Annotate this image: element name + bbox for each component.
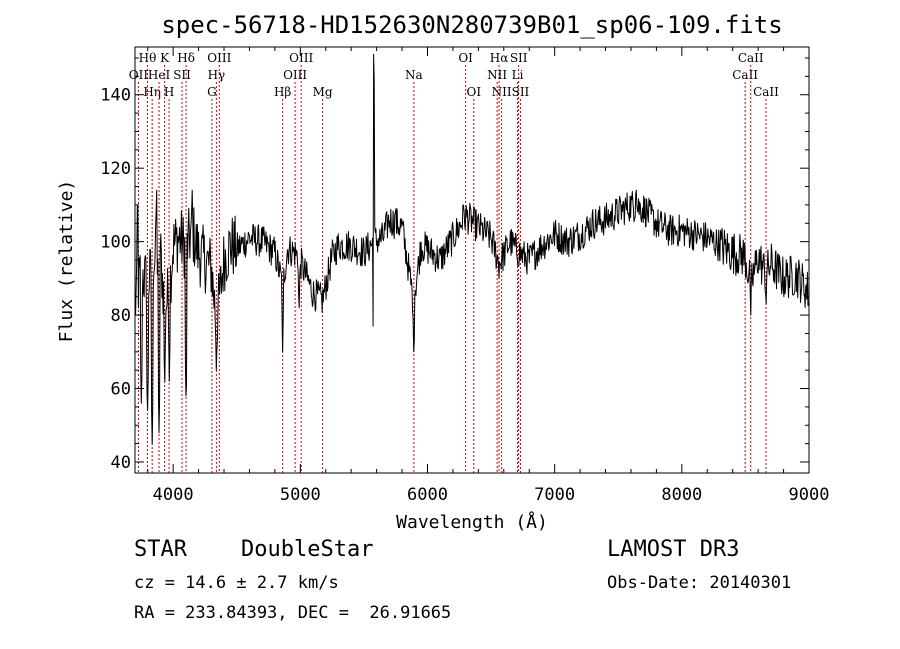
line-marker-label: Hα xyxy=(490,51,509,65)
obs-date: Obs-Date: 20140301 xyxy=(607,573,792,593)
line-marker-label: K xyxy=(160,51,170,65)
line-marker-label: OIII xyxy=(283,68,307,82)
line-marker-layer: Hθ OII Hη K HeI H SII Hδ OIII Hγ G Hβ OIII OIII Mg Na OI… xyxy=(129,51,779,473)
y-tick-label: 80 xyxy=(111,306,131,326)
spectrum-line xyxy=(134,53,810,445)
chart-title: spec-56718-HD152630N280739B01_sp06-109.f… xyxy=(161,11,782,39)
line-marker-label: NII xyxy=(487,68,507,82)
line-marker-label: NII xyxy=(492,85,512,99)
line-marker-label: CaII xyxy=(738,51,764,65)
x-tick-label: 5000 xyxy=(280,485,321,505)
line-marker-label: SII xyxy=(512,85,530,99)
x-tick-label: 7000 xyxy=(534,485,575,505)
line-marker-label: SII xyxy=(510,51,528,65)
line-marker-label: OIII xyxy=(289,51,313,65)
line-marker-label: H xyxy=(164,85,174,99)
line-marker-label: Li xyxy=(512,68,524,82)
line-marker-label: G xyxy=(207,85,217,99)
line-marker-label: Hη xyxy=(143,85,161,99)
line-marker-label: Hβ xyxy=(274,85,291,99)
line-marker-label: OIII xyxy=(207,51,231,65)
x-tick-label: 8000 xyxy=(661,485,702,505)
object-subclass: DoubleStar xyxy=(241,537,374,562)
x-tick-label: 9000 xyxy=(789,485,830,505)
coordinates: RA = 233.84393, DEC = 26.91665 xyxy=(134,603,452,623)
line-marker-label: Na xyxy=(405,68,423,82)
y-tick-label: 100 xyxy=(100,233,131,253)
line-marker-label: Mg xyxy=(313,85,333,99)
y-axis: 40 60 80 100 120 140 xyxy=(100,57,809,473)
x-tick-label: 4000 xyxy=(153,485,194,505)
y-tick-label: 40 xyxy=(111,453,131,473)
y-axis-title: Flux (relative) xyxy=(56,180,77,343)
redshift-readout: cz = 14.6 ± 2.7 km/s xyxy=(134,573,339,593)
y-tick-label: 60 xyxy=(111,380,131,400)
y-tick-label: 120 xyxy=(100,159,131,179)
line-marker-label: OI xyxy=(458,51,473,65)
line-marker-label: HeI xyxy=(148,68,171,82)
line-marker-label: CaII xyxy=(753,85,779,99)
y-tick-label: 140 xyxy=(100,86,131,106)
object-class: STAR xyxy=(134,537,187,562)
line-marker-label: OII xyxy=(129,68,149,82)
line-marker-label: CaII xyxy=(732,68,758,82)
line-marker-label: Hγ xyxy=(208,68,226,82)
line-marker-label: OI xyxy=(466,85,481,99)
x-tick-label: 6000 xyxy=(407,485,448,505)
x-axis: 4000 5000 6000 7000 8000 9000 xyxy=(147,47,830,505)
line-marker-label: Hθ xyxy=(139,51,157,65)
line-marker-label: Hδ xyxy=(177,51,195,65)
survey-label: LAMOST DR3 xyxy=(607,537,740,562)
line-marker-label: SII xyxy=(173,68,191,82)
x-axis-title: Wavelength (Å) xyxy=(396,511,548,533)
